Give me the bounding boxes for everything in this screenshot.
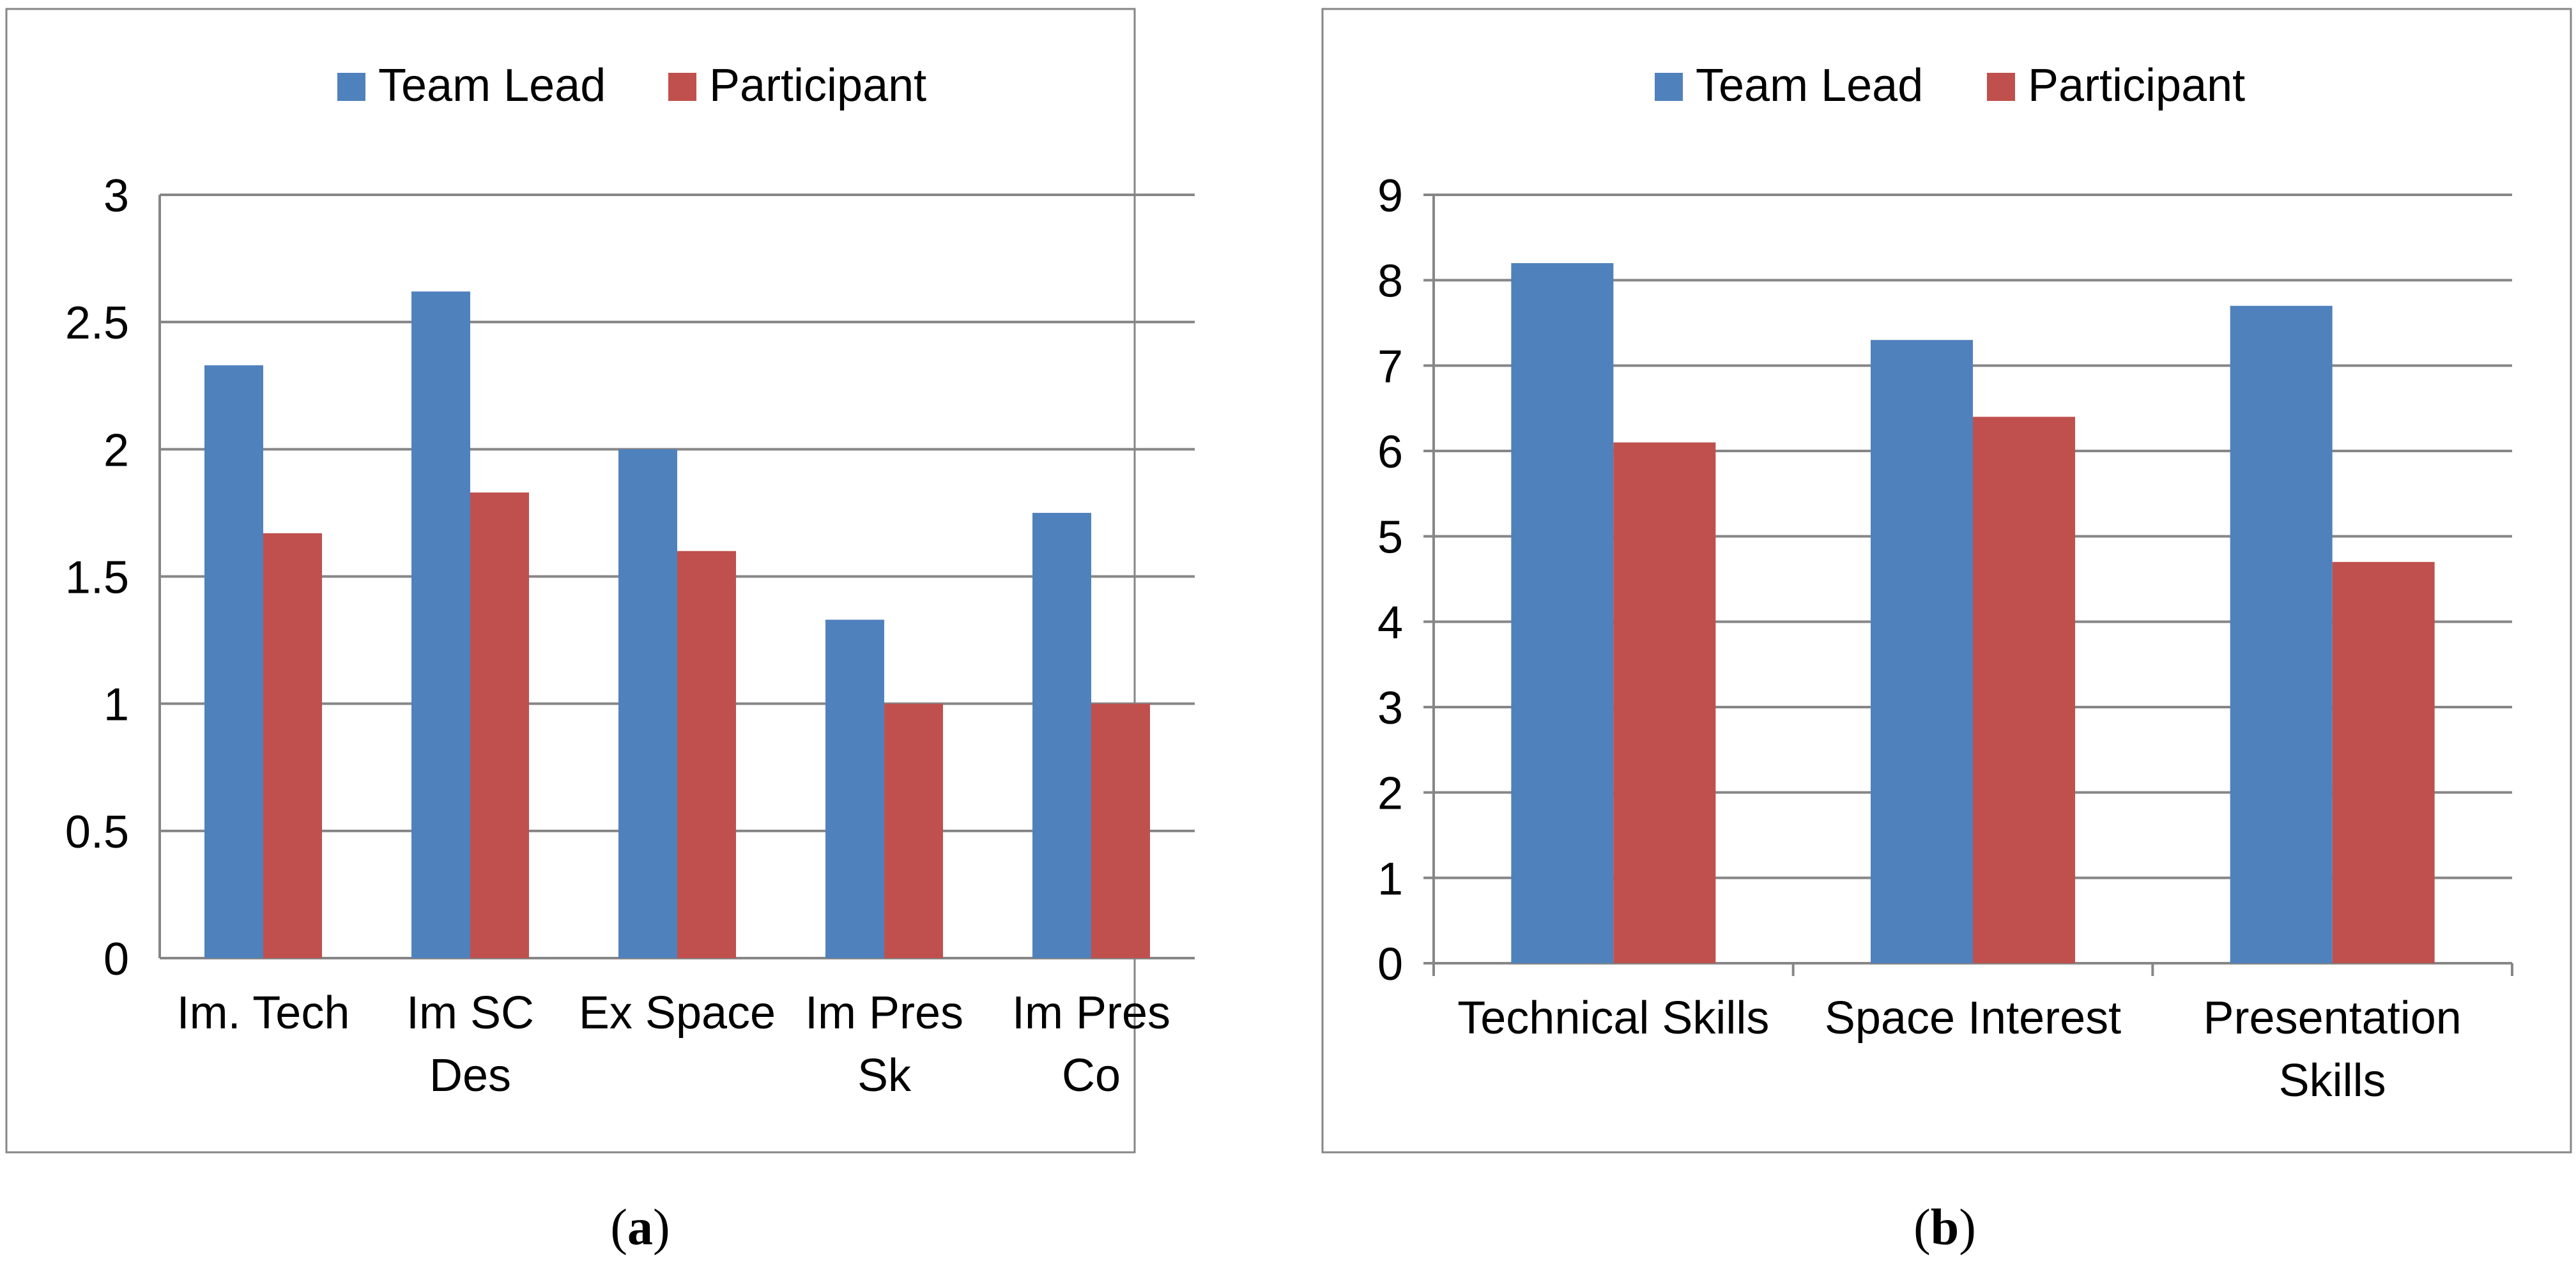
panel-a: 0 0.5 1 1.5 2 2.5 3 Im. Tech Im SC Des Ex Space Im …: [5, 8, 1195, 1154]
y-tick-label: 1: [1377, 853, 1403, 904]
y-tick-label: 3: [103, 171, 129, 222]
caption-b: (b): [1913, 1200, 1976, 1256]
x-category-label: Technical Skills: [1457, 993, 1769, 1044]
x-category-label: Im Pres Co: [1012, 988, 1170, 1101]
y-tick-label: 4: [1377, 597, 1403, 648]
y-tick-label: 1.5: [65, 553, 129, 604]
legend-label: Participant: [2028, 60, 2245, 111]
legend-swatch-participant: [668, 73, 696, 101]
y-tick-label: 0: [103, 934, 129, 985]
chart-frame: [5, 8, 1136, 1154]
y-tick-label: 5: [1377, 512, 1403, 563]
y-tick-label: 6: [1377, 427, 1403, 478]
y-tick-label: 0: [1377, 939, 1403, 990]
x-category-label: Im. Tech: [177, 988, 350, 1039]
bar-participant: [677, 551, 736, 958]
legend-swatch-participant: [1987, 73, 2015, 101]
bar-participant: [1973, 416, 2075, 963]
legend-label: Participant: [709, 60, 926, 111]
x-category-label: Ex Space: [579, 988, 776, 1039]
bar-participant: [2332, 561, 2435, 963]
legend-label: Team Lead: [378, 60, 606, 111]
bar-team-lead: [2230, 305, 2333, 964]
x-category-label: Space Interest: [1825, 993, 2121, 1044]
x-category-label: Im SC Des: [406, 988, 534, 1101]
y-tick-label: 9: [1377, 171, 1403, 222]
bar-team-lead: [618, 449, 677, 958]
bar-team-lead: [1511, 263, 1614, 963]
legend-label: Team Lead: [1696, 60, 1923, 111]
panel-b: 0 1 2 3 4 5 6 7 8 9 Technical Skills Space Interest…: [1321, 8, 2572, 1154]
bar-team-lead: [1871, 340, 1973, 963]
y-tick-label: 2: [1377, 768, 1403, 820]
legend-swatch-team-lead: [337, 73, 365, 101]
bar-participant: [263, 533, 322, 958]
y-tick-label: 1: [103, 680, 129, 731]
y-tick-label: 3: [1377, 683, 1403, 734]
bar-team-lead: [1032, 512, 1091, 958]
bar-participant: [470, 492, 529, 958]
bar-participant: [1091, 703, 1150, 958]
caption-a: (a): [610, 1200, 670, 1256]
x-category-label: Presentation Skills: [2204, 993, 2462, 1106]
y-tick-label: 8: [1377, 256, 1403, 307]
bar-team-lead: [204, 365, 263, 958]
y-tick-label: 2.5: [65, 298, 129, 349]
y-tick-label: 2: [103, 425, 129, 476]
y-tick-label: 7: [1377, 341, 1403, 392]
bar-participant: [1613, 442, 1716, 963]
x-category-label: Im Pres Sk: [805, 988, 963, 1101]
bar-team-lead: [825, 620, 884, 958]
legend-swatch-team-lead: [1655, 73, 1683, 101]
bar-participant: [884, 703, 943, 958]
bar-team-lead: [411, 291, 470, 958]
y-tick-label: 0.5: [65, 807, 129, 858]
